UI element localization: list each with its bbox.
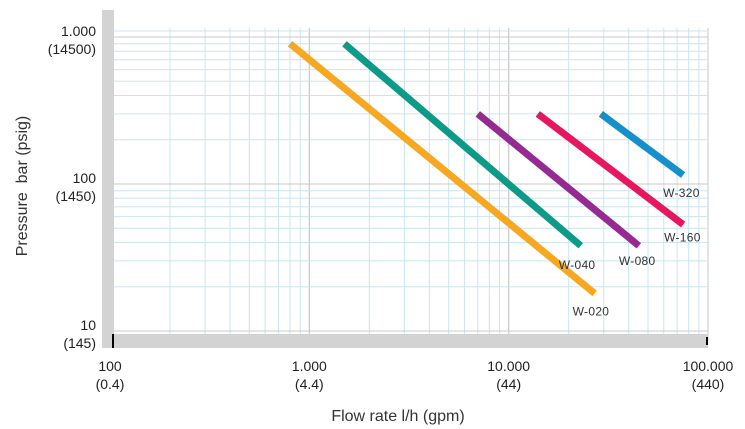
- x-tick-sublabel: (440): [692, 376, 725, 392]
- x-axis-title: Flow rate l/h (gpm): [331, 408, 464, 425]
- y-axis-band: [102, 10, 114, 348]
- y-tick-labels: 1.000 (14500) 100 (1450) 10 (145): [48, 23, 96, 351]
- y-tick-label: 100: [73, 170, 97, 186]
- y-axis-title: Pressure bar (psig): [14, 116, 31, 257]
- series-lines: [287, 41, 686, 297]
- x-tick-sublabel: (0.4): [96, 376, 125, 392]
- y-tick-sublabel: (145): [63, 335, 96, 351]
- x-axis-band: [110, 334, 708, 348]
- series-line-w-080: [475, 111, 642, 249]
- series-labels: W-020 W-040 W-080 W-160 W-320: [559, 186, 701, 318]
- x-tick-label: 100.000: [683, 358, 734, 374]
- series-label-w-160: W-160: [664, 231, 701, 245]
- x-tick-label: 10.000: [487, 358, 530, 374]
- y-tick-sublabel: (1450): [56, 188, 96, 204]
- series-line-w-160: [535, 111, 686, 228]
- series-label-w-320: W-320: [663, 186, 700, 200]
- series-line-w-040: [342, 41, 584, 249]
- x-tick-label: 100: [98, 358, 122, 374]
- series-line-w-320: [598, 111, 686, 178]
- series-label-w-040: W-040: [559, 258, 596, 272]
- y-tick-label: 1.000: [61, 23, 96, 39]
- x-tick-labels: 100 (0.4) 1.000 (4.4) 10.000 (44) 100.000 (440): [96, 358, 734, 392]
- y-tick-label: 10: [80, 317, 96, 333]
- series-label-w-020: W-020: [573, 304, 610, 318]
- x-tick-label: 1.000: [292, 358, 327, 374]
- series-line-w-020: [287, 41, 597, 297]
- axes: [102, 10, 708, 348]
- grid: [109, 28, 709, 341]
- series-label-w-080: W-080: [619, 254, 656, 268]
- x-tick-sublabel: (4.4): [295, 376, 324, 392]
- y-tick-sublabel: (14500): [48, 41, 96, 57]
- x-tick-sublabel: (44): [496, 376, 521, 392]
